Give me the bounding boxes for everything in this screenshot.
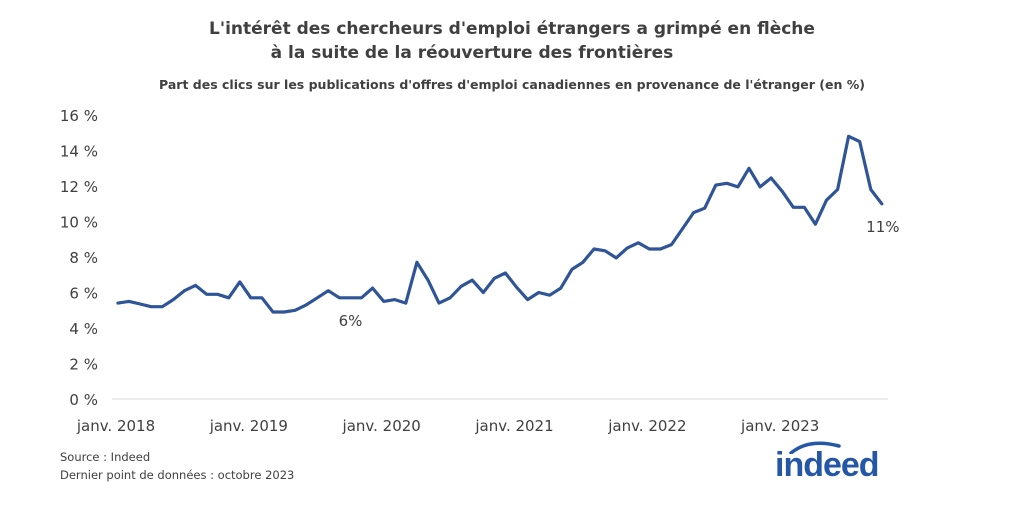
y-tick-label: 16 % [60, 107, 98, 125]
data-label: 11% [866, 218, 899, 236]
x-tick-label: janv. 2022 [607, 417, 686, 435]
source-note: Source : Indeed [60, 450, 151, 464]
chart-title: L'intérêt des chercheurs d'emploi étrang… [0, 17, 1024, 65]
y-tick-label: 12 % [60, 178, 98, 196]
chart-title-line-1: L'intérêt des chercheurs d'emploi étrang… [209, 19, 815, 39]
x-tick-label: janv. 2020 [342, 417, 421, 435]
y-tick-label: 2 % [69, 356, 98, 374]
data-label: 6% [339, 312, 363, 330]
y-tick-label: 4 % [69, 320, 98, 338]
x-tick-label: janv. 2019 [209, 417, 288, 435]
chart-subtitle: Part des clics sur les publications d'of… [159, 77, 865, 92]
logo-arc-icon [789, 441, 841, 454]
logo-text: indeed [775, 446, 880, 484]
x-tick-label: janv. 2018 [76, 417, 155, 435]
x-tick-label: janv. 2021 [474, 417, 553, 435]
y-tick-label: 8 % [69, 249, 98, 267]
last-data-point-note: Dernier point de données : octobre 2023 [60, 468, 295, 482]
chart-title-line-2: à la suite de la réouverture des frontiè… [270, 43, 674, 63]
y-tick-label: 10 % [60, 214, 98, 232]
y-tick-label: 0 % [69, 391, 98, 409]
series-line [116, 134, 884, 314]
x-tick-label: janv. 2023 [740, 417, 819, 435]
indeed-logo: indeed [775, 440, 880, 484]
y-tick-label: 14 % [60, 143, 98, 161]
y-tick-label: 6 % [69, 285, 98, 303]
